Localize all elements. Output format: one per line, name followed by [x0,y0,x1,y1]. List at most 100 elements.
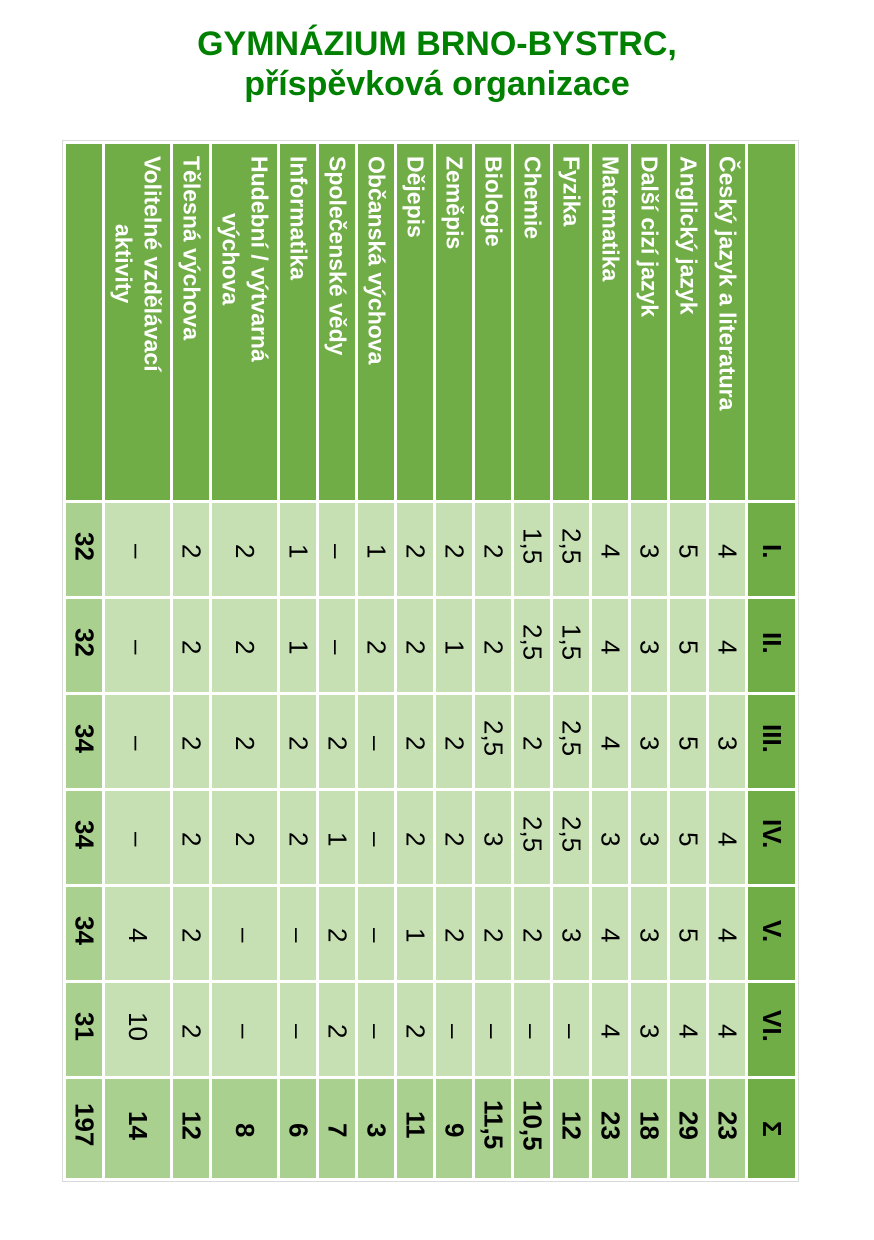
hours-value-cell: 10 [105,983,170,1076]
cell-text: – [230,1023,261,1038]
cell-text: 2 [439,831,470,846]
cell-text: 2 [176,927,207,942]
corner-cell-left [66,144,102,500]
cell-text: 2,5 [517,815,548,853]
hours-value-cell: 2,5 [553,503,589,596]
class-row: 34 4 2– –2–1 2 2 2 3 4 3 5 4 V. [66,887,795,980]
hours-value-cell: – [358,791,394,884]
cell-text: – [322,543,353,558]
cell-text: 3 [556,927,587,942]
cell-text: II. [757,632,788,654]
cell-text: 2 [230,543,261,558]
hours-value-cell: 2 [514,887,550,980]
cell-text: 11,5 [478,1100,509,1150]
subject-header-cell: Biologie [475,144,511,500]
class-row: 32–2 2 1–1 2 2 2 1,5 2,5 4 3 5 4 I. [66,503,795,596]
hours-value-cell: 2 [358,599,394,692]
hours-value-cell: 3 [553,887,589,980]
class-row: 34–2 2 2 1–2 2 3 2,5 2,5 3 3 5 4 IV. [66,791,795,884]
hours-value-cell: 2 [319,983,355,1076]
subject-total-cell: 3 [358,1079,394,1178]
hours-value-cell: – [105,503,170,596]
cell-text: 2 [322,735,353,750]
cell-text: 12 [176,1110,207,1140]
cell-text: 1 [322,831,353,846]
hours-value-cell: 4 [709,983,745,1076]
hours-value-cell: 5 [670,503,706,596]
cell-text: 9 [439,1122,470,1137]
cell-text: 1,5 [517,527,548,565]
hours-value-cell: 4 [105,887,170,980]
cell-text: 32 [69,531,100,561]
hours-value-cell: 5 [670,695,706,788]
cell-text: – [283,927,314,942]
cell-text: Biologie [480,156,507,247]
cell-text: 2 [400,831,431,846]
cell-text: 2 [478,927,509,942]
cell-text: Společenské vědy [324,156,351,356]
corner-cell-right [748,144,795,500]
hours-value-cell: 2 [397,983,433,1076]
hours-value-cell: 4 [670,983,706,1076]
cell-text: 1 [283,639,314,654]
cell-text: 4 [123,927,154,942]
hours-value-cell: 2 [436,791,472,884]
subject-total-cell: 11 [397,1079,433,1178]
subject-header-cell: Společenské vědy [319,144,355,500]
hours-value-cell: 4 [709,503,745,596]
cell-text: – [556,1023,587,1038]
cell-text: Volitelné vzdělávací aktivity [110,156,166,372]
hours-value-cell: 2 [319,887,355,980]
cell-text: 8 [230,1122,261,1137]
cell-text: 2 [517,735,548,750]
subject-total-cell: 14 [105,1079,170,1178]
subject-header-row: Volitelné vzdělávací aktivity Tělesná výc… [66,144,795,500]
cell-text: 23 [712,1110,743,1140]
cell-text: 2 [176,639,207,654]
hours-value-cell: 2 [173,695,209,788]
hours-value-cell: 3 [631,503,667,596]
cell-text: 3 [634,735,665,750]
cell-text: 31 [69,1011,100,1041]
hours-value-cell: – [436,983,472,1076]
subject-total-cell: 12 [553,1079,589,1178]
subject-header-cell: Fyzika [553,144,589,500]
hours-value-cell: 1,5 [514,503,550,596]
hours-value-cell: 1 [319,791,355,884]
subject-header-cell: Zeměpis [436,144,472,500]
cell-text: 4 [595,735,626,750]
cell-text: 2 [400,735,431,750]
cell-text: 11 [400,1111,431,1139]
cell-text: 2 [478,543,509,558]
hours-value-cell: 3 [631,983,667,1076]
cell-text: 2 [400,543,431,558]
subject-total-cell: 7 [319,1079,355,1178]
subject-total-cell: 10,5 [514,1079,550,1178]
cell-text: 2,5 [517,623,548,661]
hours-value-cell: 1 [280,599,316,692]
subject-header-cell: Dějepis [397,144,433,500]
hours-value-cell: 2 [514,695,550,788]
subject-header-cell: Český jazyk a literatura [709,144,745,500]
hours-value-cell: 2 [212,791,277,884]
cell-text: 4 [673,1023,704,1038]
cell-text: – [230,927,261,942]
hours-value-cell: – [105,695,170,788]
cell-text: 1 [400,927,431,942]
cell-text: I. [757,543,788,558]
cell-text: 2,5 [556,815,587,853]
cell-text: 14 [123,1110,154,1140]
hours-value-cell: 2 [280,695,316,788]
cell-text: 2 [400,639,431,654]
subject-total-cell: 29 [670,1079,706,1178]
cell-text: III. [757,723,788,753]
hours-value-cell: 2 [397,599,433,692]
subject-header-cell: Informatika [280,144,316,500]
class-label-cell: V. [748,887,795,980]
hours-value-cell: 4 [592,695,628,788]
cell-text: V. [757,919,788,942]
cell-text: 4 [712,927,743,942]
cell-text: 5 [673,639,704,654]
hours-value-cell: 5 [670,791,706,884]
subject-header-cell: Hudební / výtvarná výchova [212,144,277,500]
